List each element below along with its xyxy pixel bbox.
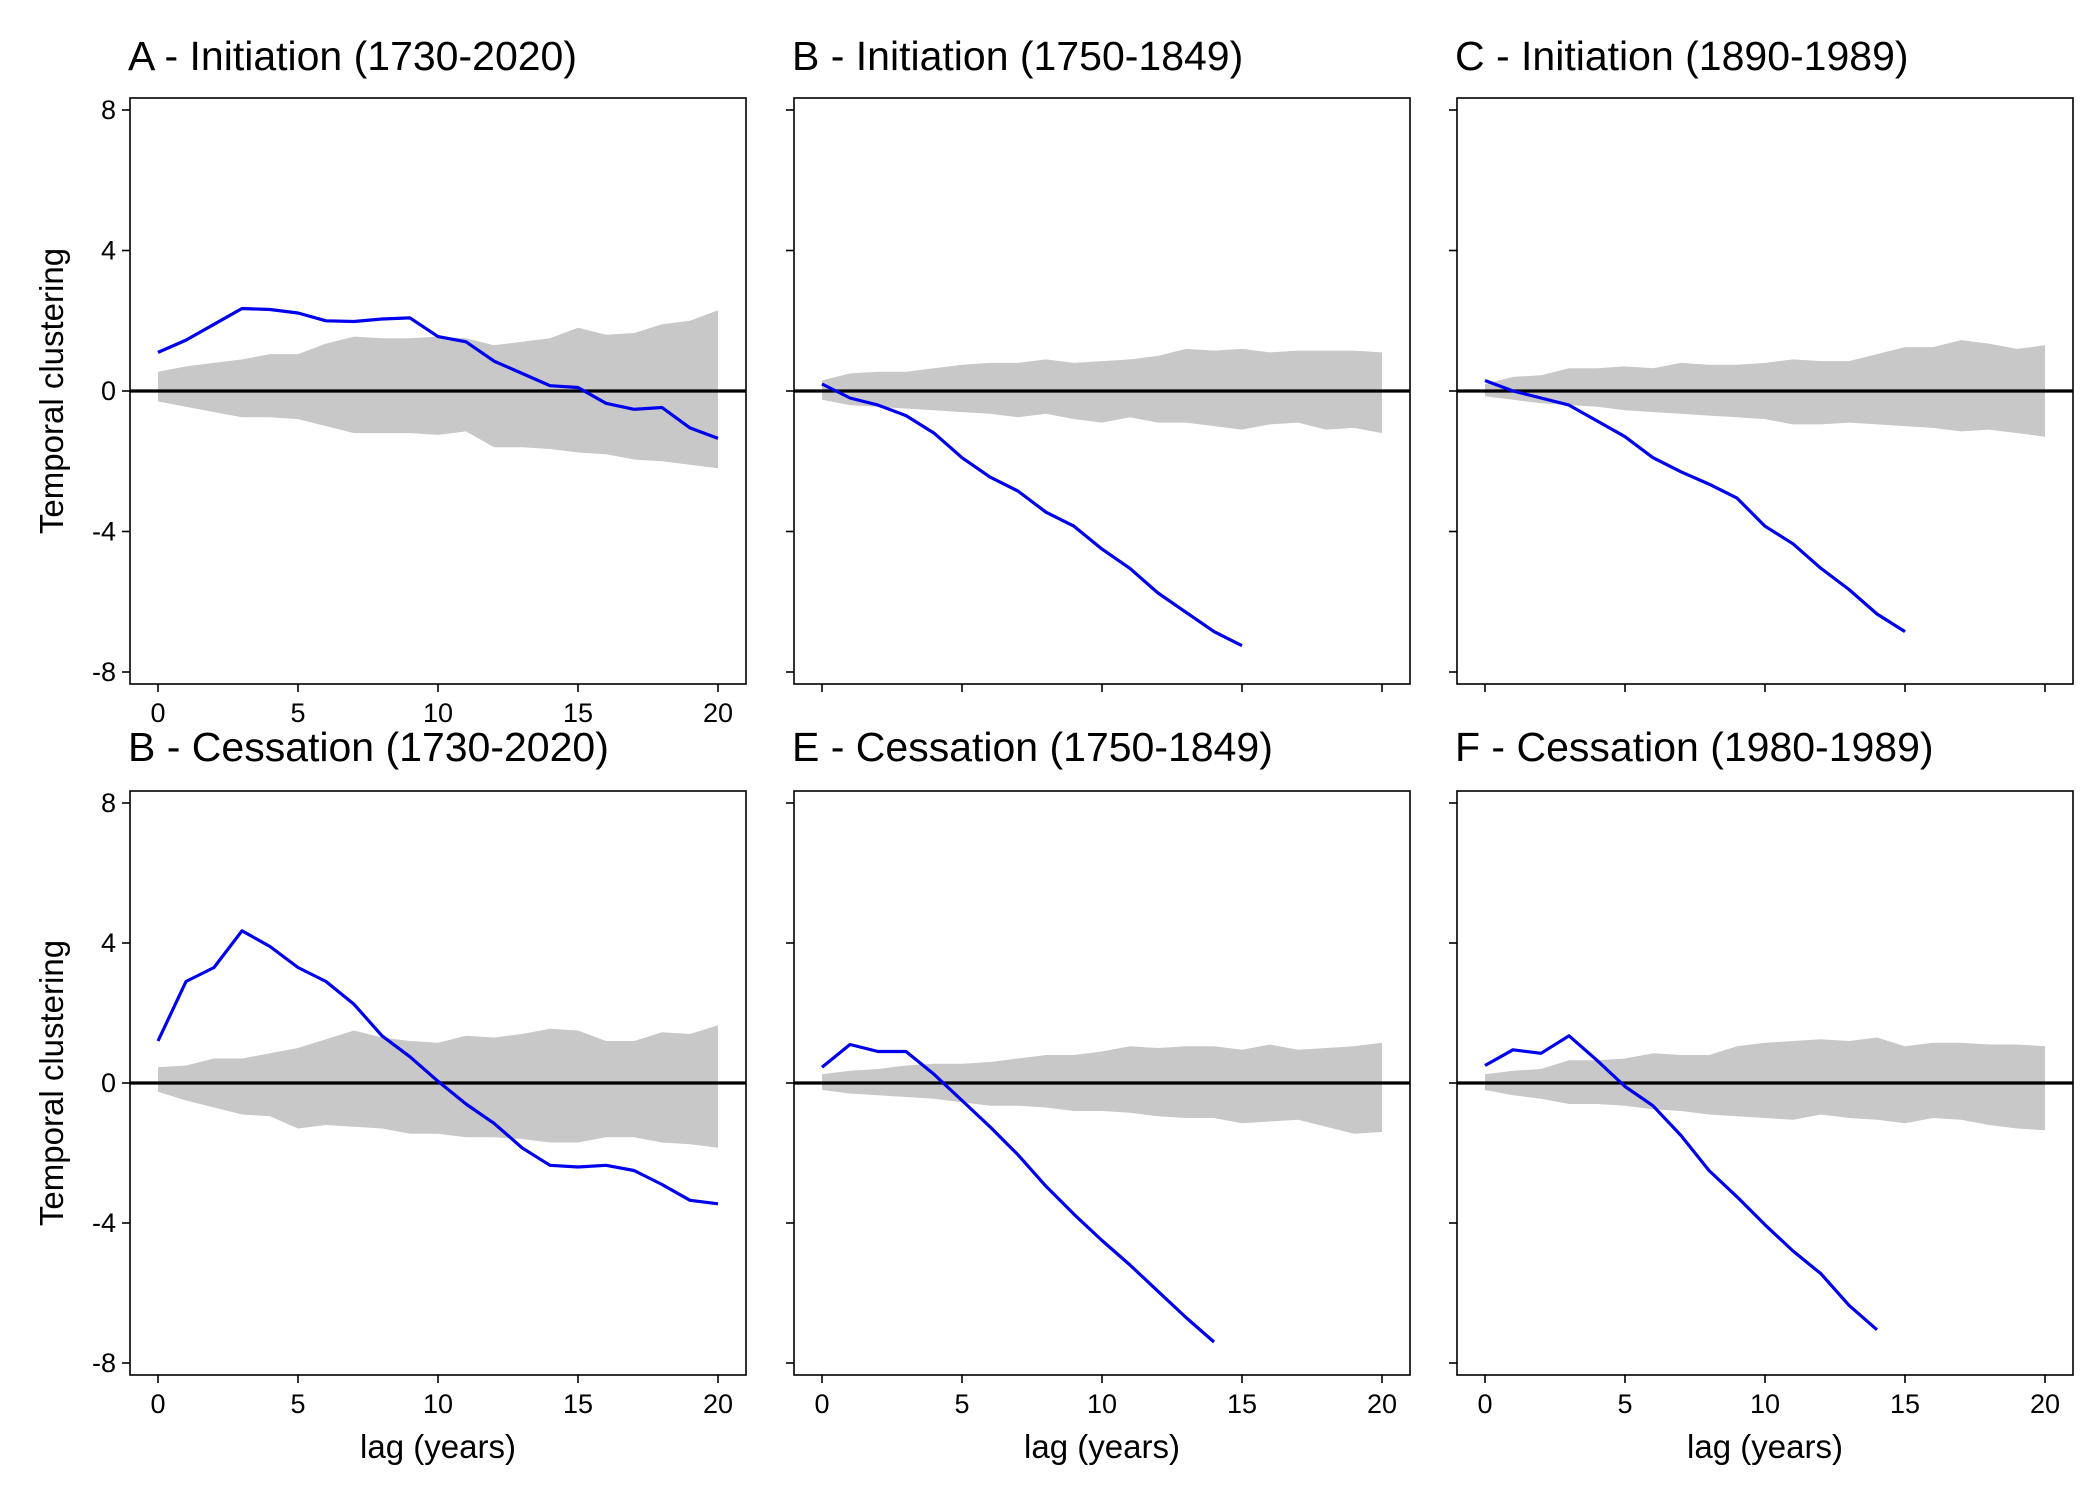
panel-title: C - Initiation (1890-1989): [1455, 33, 1909, 79]
y-tick-label: 8: [101, 95, 116, 125]
x-tick-label: 10: [1750, 1389, 1780, 1419]
y-tick-label: 4: [101, 236, 116, 266]
x-tick-label: 10: [423, 698, 453, 728]
panel-title: E - Cessation (1750-1849): [792, 724, 1273, 770]
plot-area: 0 5 10 15 20: [786, 790, 1411, 1419]
x-axis-title: lag (years): [360, 1428, 516, 1465]
panel-c-initiation: C - Initiation (1890-1989): [1449, 33, 2074, 692]
x-tick-label: 0: [150, 698, 165, 728]
x-tick-label: 0: [150, 1389, 165, 1419]
confidence-band: [1485, 340, 2045, 437]
x-tick-label: 15: [1227, 1389, 1257, 1419]
x-tick-label: 20: [2030, 1389, 2060, 1419]
y-axis-title: Temporal clustering: [33, 940, 70, 1226]
plot-area: [786, 97, 1411, 692]
x-tick-label: 0: [1477, 1389, 1492, 1419]
plot-area: -8 -4 0 4 8 0 5 10 15 20: [92, 95, 747, 728]
x-tick-label: 20: [703, 698, 733, 728]
x-axis-title: lag (years): [1024, 1428, 1180, 1465]
panel-f-cessation: F - Cessation (1980-1989) 0 5 10 15 20 lag (…: [1449, 724, 2074, 1465]
y-tick-label: 0: [101, 1068, 116, 1098]
x-tick-label: 15: [563, 698, 593, 728]
confidence-band: [158, 310, 718, 469]
y-tick-label: -8: [92, 1348, 116, 1378]
panel-title: B - Cessation (1730-2020): [128, 724, 609, 770]
series-line: [821, 382, 1243, 648]
plot-area: [1449, 97, 2074, 692]
x-tick-label: 10: [1087, 1389, 1117, 1419]
panel-title: B - Initiation (1750-1849): [792, 33, 1243, 79]
y-tick-label: 4: [101, 928, 116, 958]
y-tick-label: -4: [92, 517, 116, 547]
confidence-band: [158, 1025, 718, 1148]
series-line: [157, 306, 719, 440]
plot-area: 0 5 10 15 20: [1449, 790, 2074, 1419]
confidence-band: [822, 1042, 1382, 1134]
x-tick-label: 15: [563, 1389, 593, 1419]
y-axis-title: Temporal clustering: [33, 248, 70, 534]
panel-title: A - Initiation (1730-2020): [128, 33, 577, 79]
y-tick-label: -8: [92, 657, 116, 687]
series-line: [156, 929, 719, 1206]
x-tick-label: 5: [1617, 1389, 1632, 1419]
panel-b-cessation: B - Cessation (1730-2020) -8 -4 0 4 8 0 5 10 15 2…: [33, 724, 747, 1465]
y-tick-label: 0: [101, 376, 116, 406]
panel-title: F - Cessation (1980-1989): [1455, 724, 1934, 770]
series-line: [1484, 379, 1906, 633]
x-axis-title: lag (years): [1687, 1428, 1843, 1465]
x-tick-label: 5: [290, 698, 305, 728]
x-tick-label: 15: [1890, 1389, 1920, 1419]
x-tick-label: 10: [423, 1389, 453, 1419]
x-tick-label: 20: [1367, 1389, 1397, 1419]
y-tick-label: -4: [92, 1208, 116, 1238]
x-tick-label: 5: [290, 1389, 305, 1419]
plot-area: -8 -4 0 4 8 0 5 10 15 20: [92, 788, 747, 1419]
x-tick-label: 0: [814, 1389, 829, 1419]
series-line: [1484, 1034, 1879, 1332]
series-line: [820, 1042, 1216, 1344]
y-tick-label: 8: [101, 788, 116, 818]
panel-b-initiation: B - Initiation (1750-1849): [786, 33, 1411, 692]
x-tick-label: 20: [703, 1389, 733, 1419]
panel-e-cessation: E - Cessation (1750-1849) 0 5 10 15 20 lag (…: [786, 724, 1411, 1465]
x-tick-label: 5: [954, 1389, 969, 1419]
panel-a-initiation: A - Initiation (1730-2020) -8 -4 0 4 8 0 5 10 15…: [33, 33, 747, 728]
